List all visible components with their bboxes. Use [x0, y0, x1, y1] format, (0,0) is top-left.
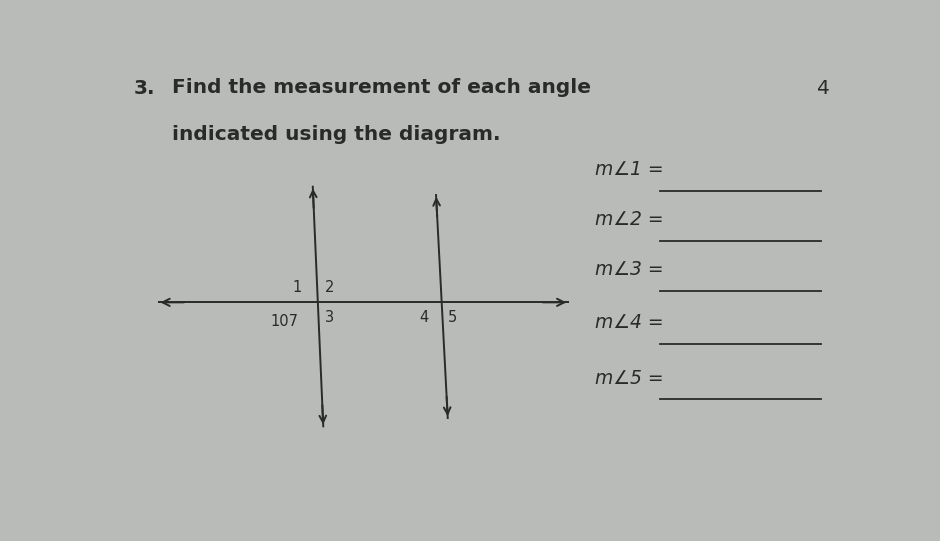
Text: Find the measurement of each angle: Find the measurement of each angle — [172, 78, 591, 97]
Text: m∠1 =: m∠1 = — [595, 160, 664, 179]
Text: 1: 1 — [292, 280, 302, 295]
Text: m∠2 =: m∠2 = — [595, 210, 664, 229]
Text: 4: 4 — [419, 310, 429, 325]
Text: m∠3 =: m∠3 = — [595, 260, 664, 279]
Text: 2: 2 — [325, 280, 335, 295]
Text: 3: 3 — [325, 310, 335, 325]
Text: 4: 4 — [817, 80, 830, 98]
Text: 3.: 3. — [133, 80, 155, 98]
Text: indicated using the diagram.: indicated using the diagram. — [172, 126, 501, 144]
Text: 5: 5 — [447, 310, 457, 325]
Text: m∠5 =: m∠5 = — [595, 368, 664, 387]
Text: m∠4 =: m∠4 = — [595, 313, 664, 332]
Text: 107: 107 — [271, 314, 299, 329]
